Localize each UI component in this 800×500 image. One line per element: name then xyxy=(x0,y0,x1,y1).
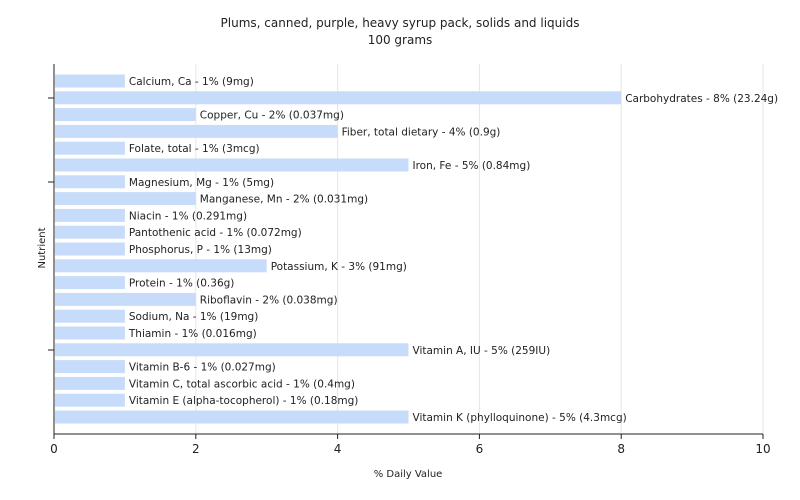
x-axis-label: % Daily Value xyxy=(374,469,443,480)
x-tick-label: 6 xyxy=(476,442,484,456)
bar xyxy=(55,124,338,138)
bar-label: Potassium, K - 3% (91mg) xyxy=(271,261,407,273)
bar xyxy=(55,343,409,357)
x-tick-label: 10 xyxy=(755,442,770,456)
bar-label: Fiber, total dietary - 4% (0.9g) xyxy=(342,126,501,138)
bar-label: Carbohydrates - 8% (23.24g) xyxy=(625,93,778,105)
bar xyxy=(55,410,409,424)
x-tick-label: 0 xyxy=(50,442,58,456)
bar xyxy=(55,192,196,206)
bar xyxy=(55,326,125,340)
bar-label: Vitamin B-6 - 1% (0.027mg) xyxy=(129,362,276,374)
bar xyxy=(55,276,125,290)
bar xyxy=(55,360,125,374)
bar-label: Riboflavin - 2% (0.038mg) xyxy=(200,294,338,306)
bar-label: Vitamin K (phylloquinone) - 5% (4.3mcg) xyxy=(413,412,627,424)
bar-label: Calcium, Ca - 1% (9mg) xyxy=(129,76,254,88)
x-tick-label: 2 xyxy=(192,442,200,456)
bars: Calcium, Ca - 1% (9mg) Carbohydrates - 8%… xyxy=(55,74,778,424)
bar xyxy=(55,225,125,239)
bar-label: Phosphorus, P - 1% (13mg) xyxy=(129,244,272,256)
bar xyxy=(55,91,622,105)
bar-label: Pantothenic acid - 1% (0.072mg) xyxy=(129,227,302,239)
bar xyxy=(55,208,125,222)
chart-title: Plums, canned, purple, heavy syrup pack,… xyxy=(221,16,580,30)
axes: 0 2 4 6 8 10 xyxy=(48,64,771,456)
bar-label: Thiamin - 1% (0.016mg) xyxy=(128,328,257,340)
bar xyxy=(55,393,125,407)
bar xyxy=(55,259,267,273)
x-tick-label: 8 xyxy=(617,442,625,456)
bar-label: Folate, total - 1% (3mcg) xyxy=(129,143,260,155)
bar-label: Vitamin A, IU - 5% (259IU) xyxy=(413,345,551,357)
bar xyxy=(55,376,125,390)
bar-label: Vitamin C, total ascorbic acid - 1% (0.4… xyxy=(129,378,355,390)
bar xyxy=(55,74,125,88)
bar-label: Protein - 1% (0.36g) xyxy=(129,278,235,290)
bar-label: Sodium, Na - 1% (19mg) xyxy=(129,311,258,323)
y-axis-label: Nutrient xyxy=(37,227,48,268)
bar-label: Vitamin E (alpha-tocopherol) - 1% (0.18m… xyxy=(129,395,359,407)
bar-label: Iron, Fe - 5% (0.84mg) xyxy=(413,160,531,172)
bar-label: Copper, Cu - 2% (0.037mg) xyxy=(200,110,344,122)
bar xyxy=(55,158,409,172)
chart-subtitle: 100 grams xyxy=(368,33,433,47)
bar-label: Niacin - 1% (0.291mg) xyxy=(129,210,247,222)
bar xyxy=(55,141,125,155)
bar-label: Magnesium, Mg - 1% (5mg) xyxy=(129,177,274,189)
bar-label: Manganese, Mn - 2% (0.031mg) xyxy=(200,194,368,206)
bar xyxy=(55,175,125,189)
x-tick-label: 4 xyxy=(334,442,342,456)
bar xyxy=(55,292,196,306)
bar xyxy=(55,309,125,323)
bar xyxy=(55,108,196,122)
bar xyxy=(55,242,125,256)
